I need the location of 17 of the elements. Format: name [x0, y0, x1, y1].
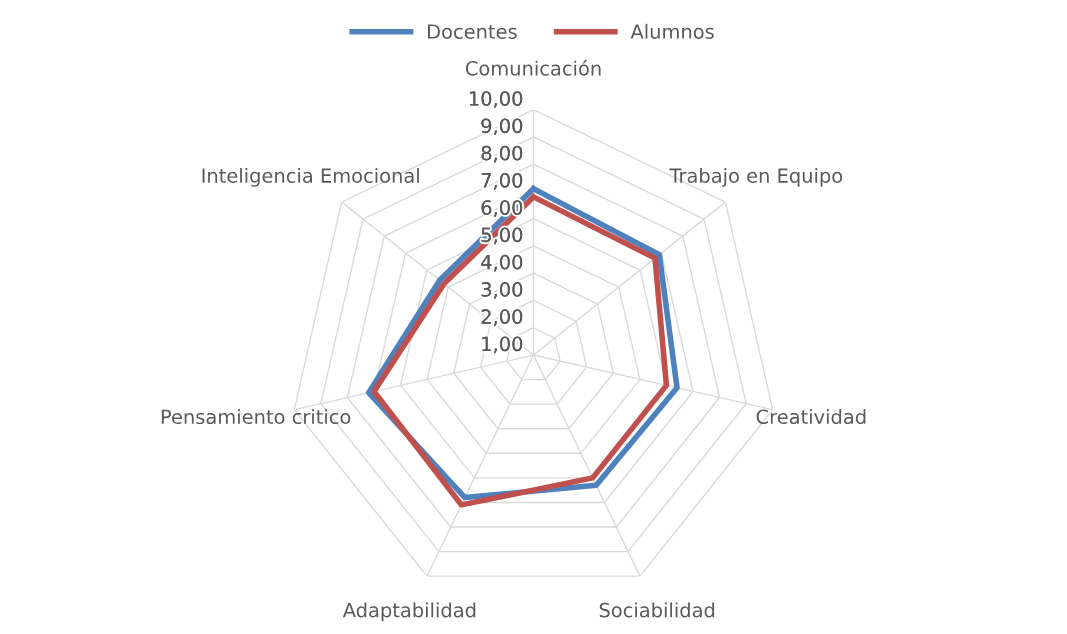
spoke-label: Trabajo en Equipo [669, 167, 843, 187]
spoke-label: Sociabilidad [599, 602, 715, 618]
y-tick-label: 1,00 [482, 336, 523, 354]
y-tick-label: 4,00 [481, 254, 523, 272]
spoke-label: Pensamiento critico [161, 409, 351, 425]
y-tick-label: 7,00 [481, 172, 523, 190]
legend-label: Alumnos [630, 23, 714, 39]
spoke-label: Creatividad [756, 409, 866, 425]
y-tick-label: 2,00 [481, 309, 523, 326]
y-tick-label: 10,00 [469, 91, 523, 108]
y-tick-label: 9,00 [481, 118, 523, 136]
y-tick-label: 8,00 [481, 145, 523, 163]
y-tick-label: 3,00 [481, 282, 523, 299]
spoke-label: Adaptabilidad [342, 602, 476, 622]
legend-label: Docentes [428, 24, 517, 39]
spoke-label: Comunicación [465, 59, 601, 76]
spoke-label: Inteligencia Emocional [202, 167, 419, 187]
